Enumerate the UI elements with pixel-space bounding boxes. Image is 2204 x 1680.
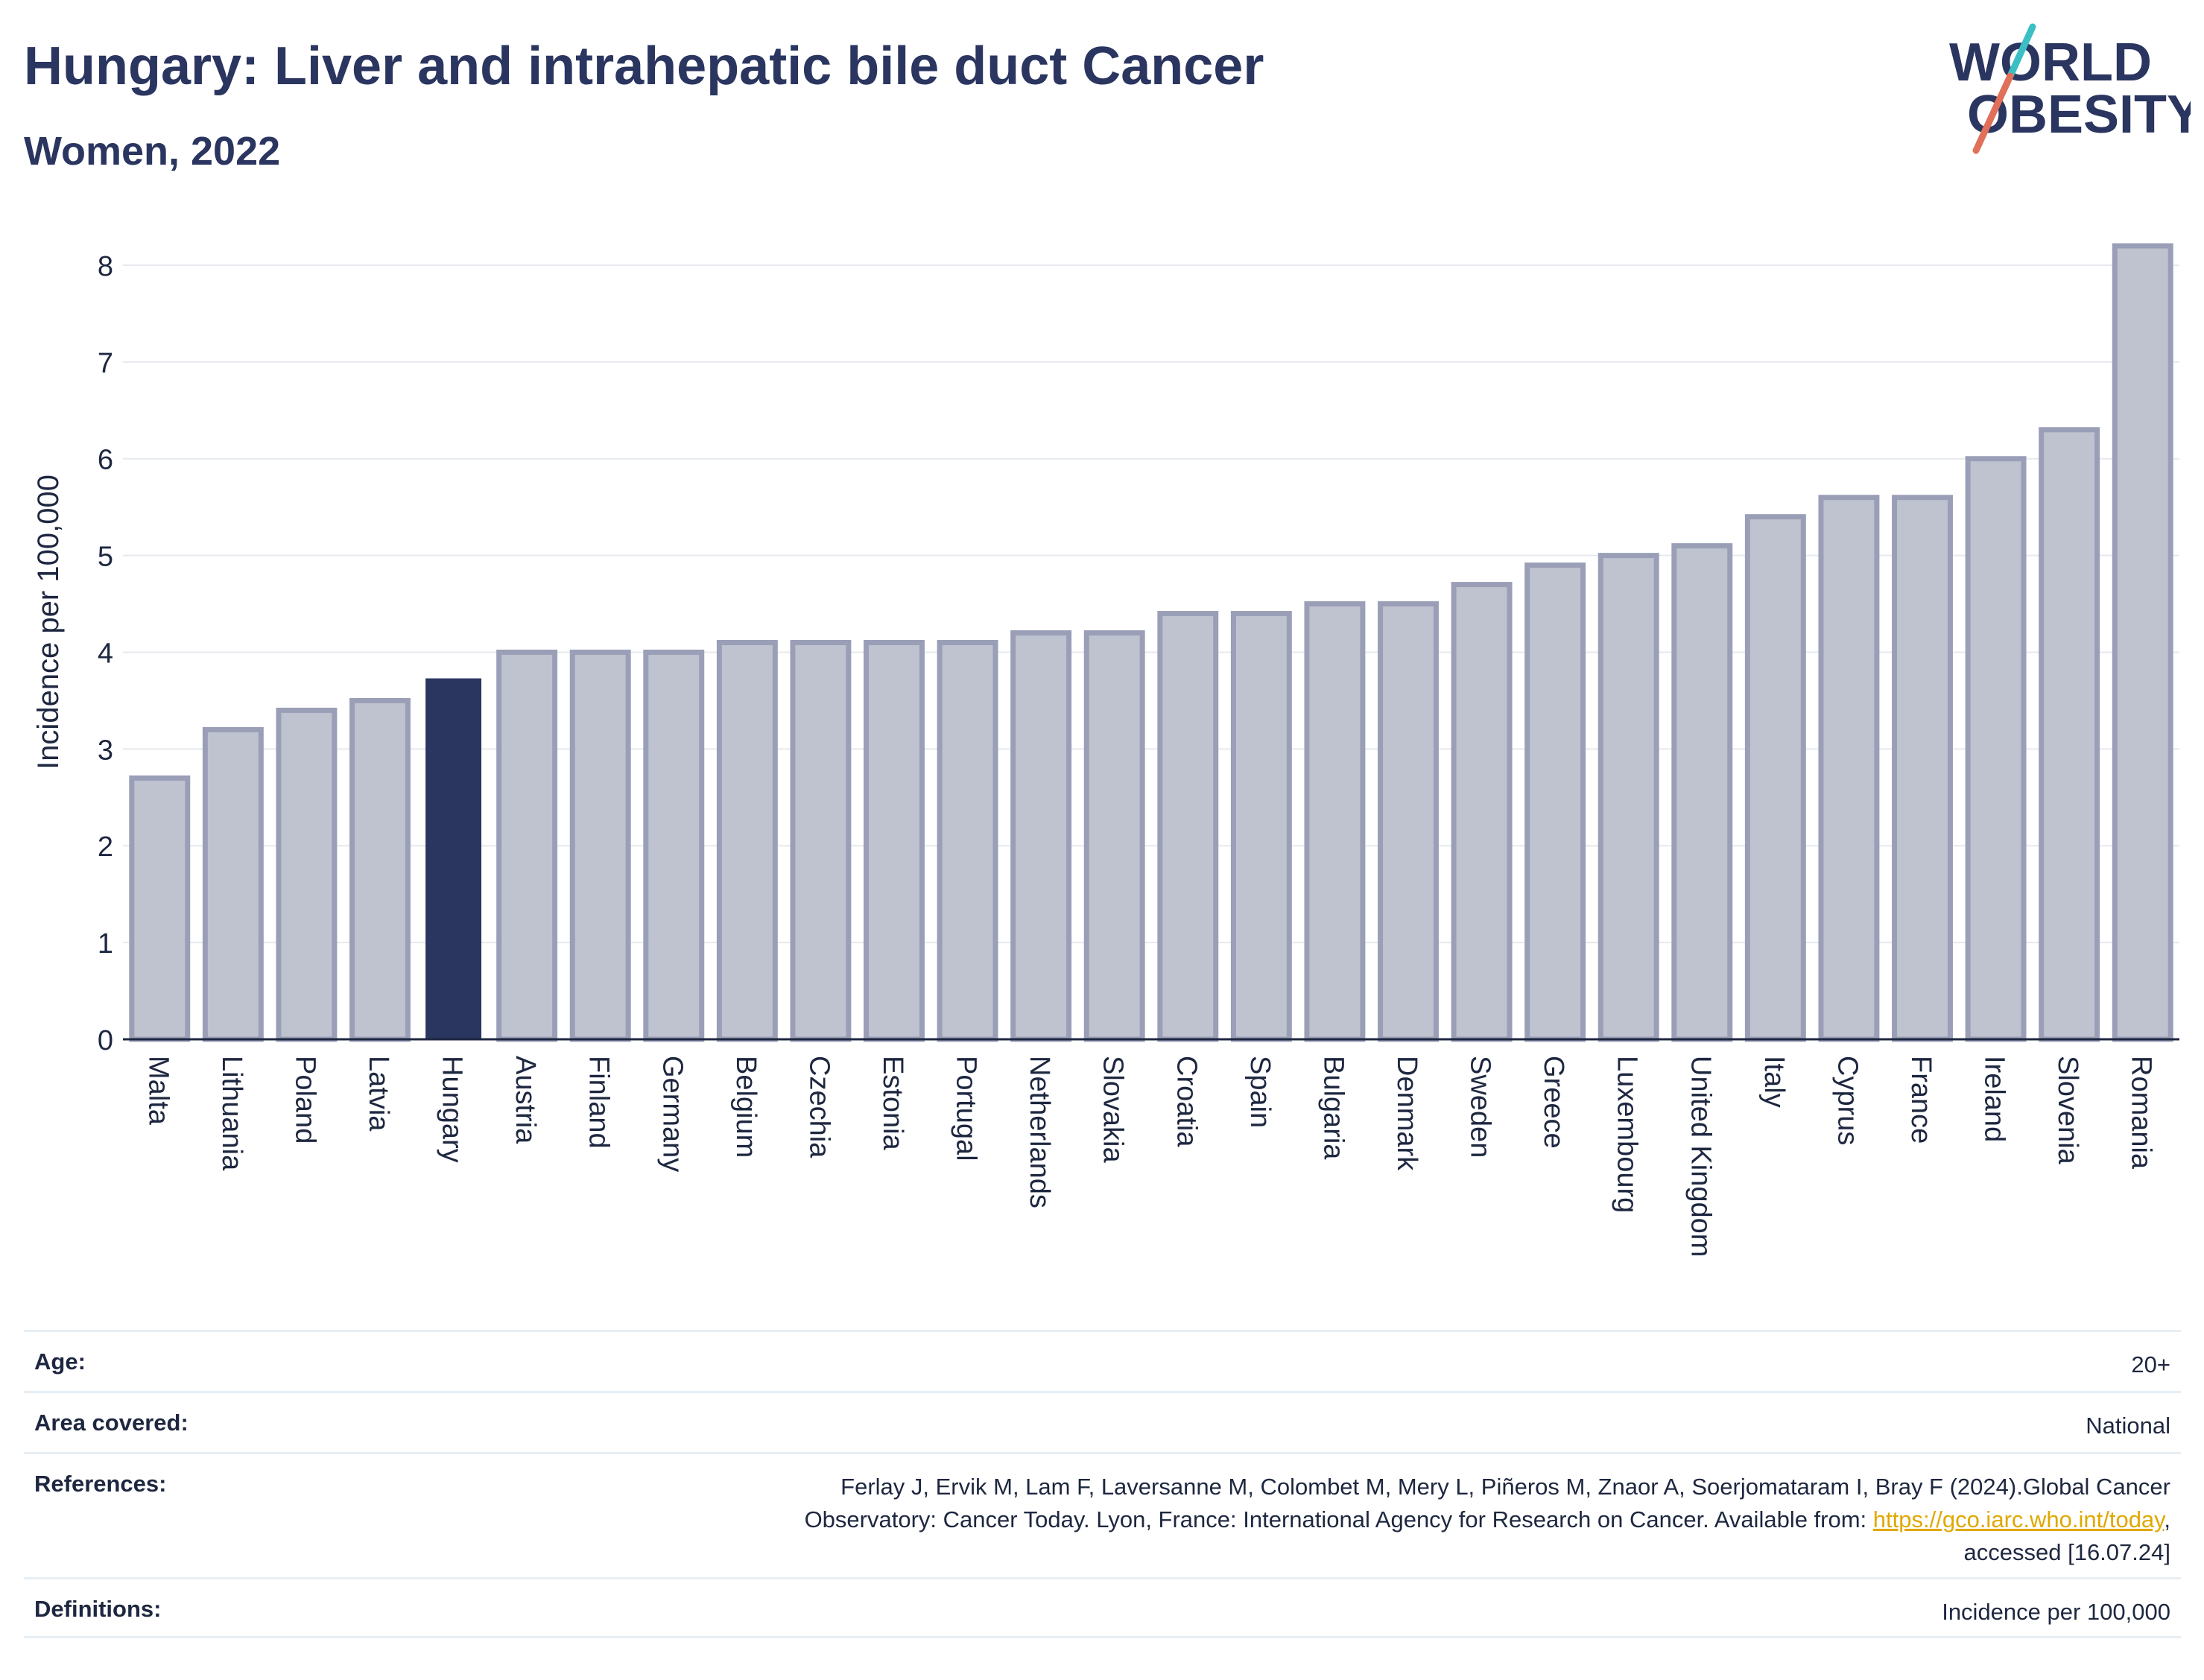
bar-cyprus: [1818, 495, 1880, 1042]
y-tick-label: 3: [98, 735, 113, 766]
x-tick-label: Malta: [142, 1056, 174, 1126]
references-line2: Observatory: Cancer Today. Lyon, France:…: [804, 1506, 1873, 1532]
meta-row-age: Age: 20+: [24, 1330, 2181, 1391]
x-tick-label: Luxembourg: [1612, 1056, 1643, 1213]
area-label: Area covered:: [34, 1410, 189, 1436]
bar-germany: [643, 649, 705, 1042]
bar-lithuania: [202, 726, 264, 1042]
bar-sweden: [1451, 582, 1513, 1042]
y-tick-label: 4: [98, 638, 113, 669]
bar-luxembourg: [1597, 553, 1659, 1042]
y-tick-label: 6: [98, 445, 113, 476]
x-tick-label: Germany: [656, 1056, 688, 1172]
references-label: References:: [34, 1471, 167, 1497]
bar-greece: [1524, 562, 1586, 1042]
x-tick-label: Bulgaria: [1317, 1056, 1349, 1160]
meta-row-area: Area covered: National: [24, 1391, 2181, 1452]
x-tick-label: Hungary: [437, 1056, 468, 1163]
bar-belgium: [716, 640, 778, 1042]
y-tick-label: 0: [98, 1025, 113, 1056]
x-tick-label: Austria: [510, 1056, 541, 1144]
bar-malta: [129, 775, 191, 1042]
x-tick-label: Slovakia: [1098, 1056, 1129, 1163]
x-tick-label: Spain: [1244, 1056, 1276, 1128]
x-tick-label: Czechia: [803, 1056, 835, 1158]
x-tick-label: United Kingdom: [1685, 1056, 1716, 1257]
bar-slovakia: [1083, 630, 1145, 1042]
chart-subtitle: Women, 2022: [24, 129, 281, 174]
meta-row-references: References: Ferlay J, Ervik M, Lam F, La…: [24, 1452, 2181, 1577]
x-tick-label: Greece: [1538, 1056, 1569, 1149]
logo-slash-lower: [1972, 72, 2014, 154]
x-tick-label: Romania: [2126, 1056, 2157, 1170]
chart-title: Hungary: Liver and intrahepatic bile duc…: [24, 37, 1264, 96]
x-tick-label: Netherlands: [1024, 1056, 1055, 1208]
x-tick-label: Slovenia: [2052, 1056, 2083, 1165]
world-obesity-logo: WORLD OBESITY: [1949, 23, 2191, 154]
x-tick-label: France: [1905, 1056, 1937, 1144]
references-line3: accessed [16.07.24]: [1963, 1539, 2170, 1565]
y-tick-label: 7: [98, 348, 113, 379]
bars: [129, 243, 2173, 1042]
references-line2-end: ,: [2164, 1506, 2170, 1532]
bar-bulgaria: [1304, 601, 1366, 1042]
y-tick-label: 2: [98, 831, 113, 863]
x-tick-label: Portugal: [951, 1056, 982, 1161]
age-label: Age:: [34, 1348, 86, 1375]
x-tick-label: Ireland: [1979, 1056, 2010, 1142]
x-tick-label: Denmark: [1391, 1056, 1422, 1171]
x-tick-label: Croatia: [1171, 1056, 1202, 1147]
bar-latvia: [349, 697, 411, 1042]
bar-austria: [496, 649, 558, 1042]
bar-estonia: [864, 640, 925, 1042]
y-axis-label: Incidence per 100,000: [32, 475, 65, 770]
x-tick-labels: Malta Lithuania Poland Latvia Hungary Austria…: [142, 1056, 2156, 1257]
x-tick-label: Italy: [1758, 1056, 1790, 1108]
y-tick-label: 8: [98, 251, 113, 282]
x-tick-label: Lithuania: [216, 1056, 247, 1171]
logo-line1: WORLD: [1949, 33, 2152, 92]
y-tick-labels: 0 1 2 3 4 5 6 7 8: [98, 251, 113, 1056]
meta-row-definitions: Definitions: Incidence per 100,000: [24, 1577, 2181, 1638]
bar-netherlands: [1010, 630, 1072, 1042]
y-tick-label: 1: [98, 928, 113, 960]
bar-czechia: [790, 640, 852, 1042]
x-tick-label: Latvia: [363, 1056, 394, 1132]
metadata-table: Age: 20+ Area covered: National Referenc…: [24, 1330, 2181, 1638]
x-tick-label: Estonia: [877, 1056, 908, 1151]
bar-slovenia: [2039, 427, 2100, 1042]
bar-finland: [569, 649, 631, 1042]
bar-united-kingdom: [1671, 543, 1733, 1042]
x-tick-label: Finland: [583, 1056, 615, 1149]
y-tick-label: 5: [98, 542, 113, 573]
bar-poland: [276, 707, 338, 1042]
x-tick-label: Belgium: [730, 1056, 761, 1158]
definitions-value: Incidence per 100,000: [1942, 1599, 2170, 1625]
references-value: Ferlay J, Ervik M, Lam F, Laversanne M, …: [805, 1471, 2181, 1569]
references-line2-wrap: Observatory: Cancer Today. Lyon, France:…: [805, 1503, 2170, 1536]
bar-romania: [2112, 243, 2173, 1042]
bar-hungary: [425, 678, 482, 1039]
bar-spain: [1230, 611, 1292, 1042]
x-tick-label: Cyprus: [1831, 1056, 1863, 1145]
bar-ireland: [1965, 456, 2027, 1042]
logo-slash-upper: [2007, 23, 2036, 80]
x-tick-label: Sweden: [1465, 1056, 1496, 1158]
x-tick-label: Poland: [289, 1056, 320, 1144]
bar-italy: [1744, 514, 1806, 1042]
bar-portugal: [937, 640, 998, 1042]
references-link[interactable]: https://gco.iarc.who.int/today: [1872, 1506, 2165, 1532]
bar-france: [1892, 495, 1953, 1042]
references-line1: Ferlay J, Ervik M, Lam F, Laversanne M, …: [840, 1474, 2170, 1500]
bar-chart: 0 1 2 3 4 5 6 7 8 Malta Lithuania Poland Latvia Hung…: [32, 243, 2179, 1257]
age-value: 20+: [2131, 1351, 2170, 1378]
area-value: National: [2086, 1413, 2170, 1439]
bar-croatia: [1157, 611, 1219, 1042]
definitions-label: Definitions:: [34, 1596, 162, 1622]
bar-denmark: [1378, 601, 1439, 1042]
